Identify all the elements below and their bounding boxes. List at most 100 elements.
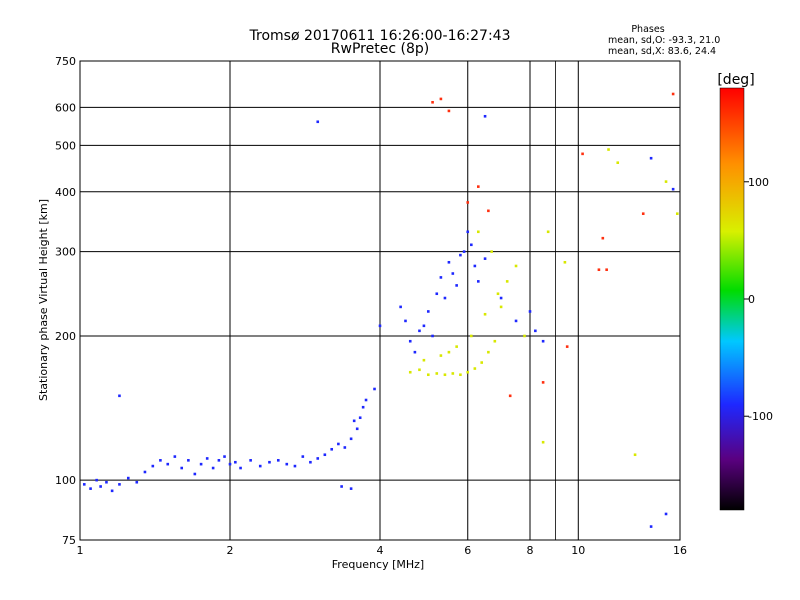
data-point: [199, 462, 203, 466]
y-tick-label: 100: [55, 474, 76, 487]
data-point: [301, 455, 305, 458]
data-point: [664, 180, 668, 183]
data-point: [633, 453, 637, 457]
data-point: [373, 387, 376, 391]
data-point: [118, 394, 121, 398]
data-point: [541, 339, 545, 343]
data-point: [490, 250, 493, 253]
x-tick-label: 4: [377, 544, 384, 557]
data-point: [105, 480, 108, 484]
data-point: [439, 97, 443, 101]
data-point: [349, 437, 353, 441]
data-point: [223, 455, 226, 458]
data-point: [135, 480, 139, 484]
x-axis-label: Frequency [MHz]: [332, 558, 424, 571]
data-point: [671, 92, 675, 96]
data-point: [418, 368, 421, 372]
data-point: [523, 334, 526, 338]
data-point: [675, 212, 679, 215]
data-point: [664, 512, 668, 516]
data-point: [447, 260, 451, 264]
data-point: [110, 489, 114, 493]
data-point: [239, 466, 242, 470]
data-point: [159, 459, 162, 462]
data-point: [641, 212, 645, 215]
data-point: [514, 319, 518, 323]
data-point: [173, 455, 177, 458]
data-point: [541, 381, 545, 384]
data-point: [607, 148, 610, 151]
x-tick-label: 8: [527, 544, 534, 557]
data-point: [249, 459, 252, 462]
data-point: [541, 440, 545, 444]
data-point: [435, 292, 439, 296]
x-tick-label: 10: [571, 544, 585, 557]
data-point: [126, 476, 130, 480]
data-point: [187, 459, 190, 462]
y-tick-label: 200: [55, 330, 76, 343]
data-point: [399, 305, 402, 309]
data-point: [234, 460, 237, 464]
grid-lines: [80, 61, 680, 540]
data-point: [364, 398, 368, 402]
data-point: [435, 372, 439, 375]
data-point: [151, 464, 155, 468]
data-point: [605, 268, 608, 272]
data-point: [180, 466, 184, 470]
data-point: [349, 487, 353, 490]
data-point: [118, 483, 121, 486]
data-point: [487, 209, 490, 213]
data-point: [616, 161, 620, 164]
data-point: [447, 109, 451, 113]
data-point: [483, 114, 487, 118]
data-point: [316, 120, 320, 124]
data-point: [285, 462, 289, 466]
data-point: [466, 230, 470, 234]
data-point: [473, 367, 477, 370]
data-point: [426, 373, 430, 377]
data-point: [431, 334, 434, 338]
data-point: [483, 257, 487, 260]
data-point: [439, 354, 443, 357]
data-point: [499, 305, 503, 309]
data-point: [340, 485, 343, 488]
data-point: [459, 253, 462, 257]
colorbar-tick-label: 0: [748, 293, 755, 306]
data-point: [95, 478, 98, 482]
colorbar: [719, 87, 745, 511]
x-tick-label: 16: [673, 544, 687, 557]
data-point: [193, 472, 197, 476]
data-point: [352, 419, 356, 423]
data-point: [487, 350, 490, 354]
x-tick-label: 1: [77, 544, 84, 557]
data-point: [276, 459, 280, 462]
chart-subtitle: RwPretec (8p): [331, 41, 429, 57]
data-point: [205, 457, 209, 460]
phases-heading: Phases: [631, 24, 664, 35]
data-point: [309, 460, 312, 464]
phases-x-stats: mean, sd,X: 83.6, 24.4: [608, 46, 716, 57]
colorbar-ticks: 100 0 -100: [744, 176, 773, 423]
data-point: [439, 276, 443, 279]
data-point: [477, 280, 480, 283]
data-point: [493, 339, 497, 343]
data-point: [455, 345, 458, 348]
data-point: [477, 185, 480, 188]
data-point: [473, 264, 477, 268]
data-point: [408, 370, 412, 374]
data-point: [649, 156, 653, 160]
data-point: [443, 373, 447, 377]
data-point: [514, 264, 518, 268]
y-tick-label: 750: [55, 55, 76, 68]
data-point: [470, 243, 473, 247]
colorbar-tick-label: 100: [748, 176, 769, 189]
data-point: [99, 485, 102, 488]
data-point: [330, 447, 334, 451]
data-point: [505, 280, 509, 283]
data-point: [480, 361, 484, 364]
data-point: [316, 457, 320, 460]
data-point: [82, 483, 86, 486]
data-point: [143, 470, 147, 474]
data-point: [217, 459, 221, 462]
